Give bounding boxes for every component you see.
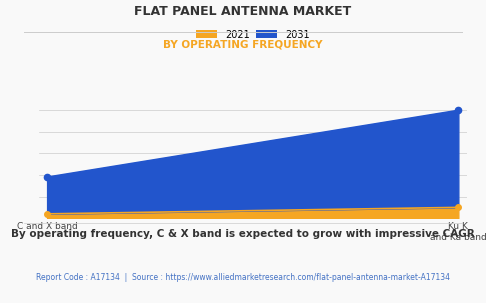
Text: BY OPERATING FREQUENCY: BY OPERATING FREQUENCY [163,39,323,49]
Text: By operating frequency, C & X band is expected to grow with impressive CAGR: By operating frequency, C & X band is ex… [11,229,475,239]
Text: FLAT PANEL ANTENNA MARKET: FLAT PANEL ANTENNA MARKET [134,5,352,18]
Legend: 2021, 2031: 2021, 2031 [196,30,310,40]
Text: Report Code : A17134  |  Source : https://www.alliedmarketresearch.com/flat-pane: Report Code : A17134 | Source : https://… [36,273,450,282]
